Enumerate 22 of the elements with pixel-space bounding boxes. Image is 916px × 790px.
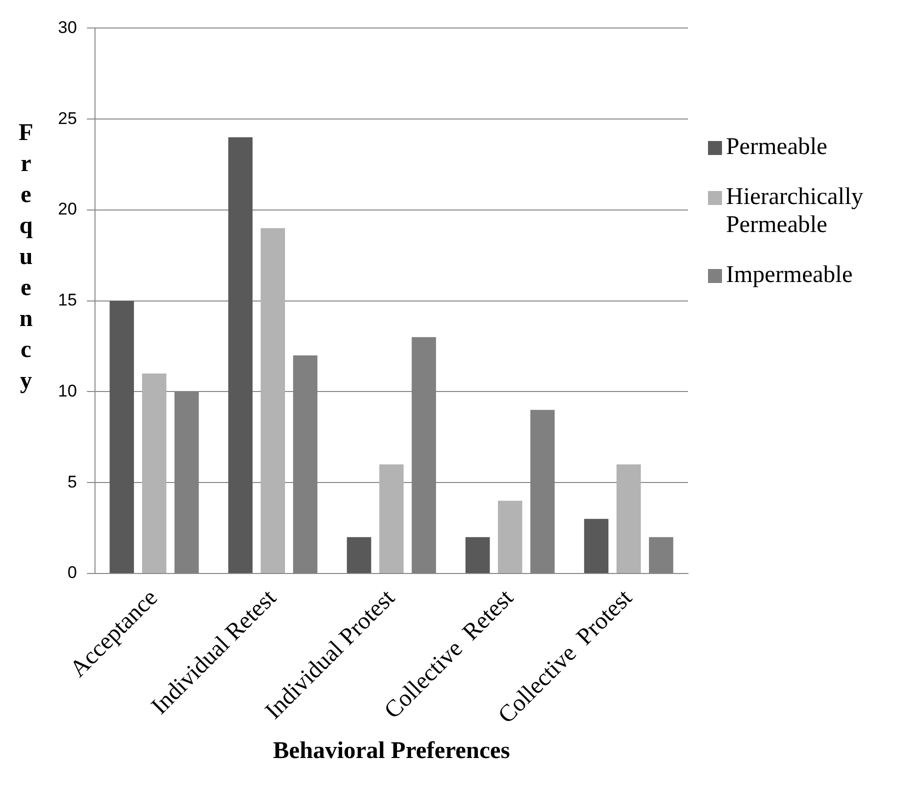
- bar: [110, 300, 134, 573]
- legend-label: Permeable: [726, 133, 828, 161]
- y-tick-label: 10: [58, 381, 77, 400]
- bar: [584, 518, 608, 573]
- y-tick-label: 15: [58, 290, 77, 310]
- bar: [616, 464, 641, 573]
- legend-label: Hierarchically Permeable: [726, 183, 864, 239]
- bar: [465, 537, 490, 573]
- bar: [142, 374, 166, 573]
- y-tick-label: 25: [58, 108, 77, 128]
- y-tick-label: 30: [58, 18, 77, 37]
- bar: [498, 500, 522, 573]
- y-tick-label: 5: [67, 472, 77, 492]
- x-axis-title: Behavioral Preferences: [272, 738, 510, 764]
- legend-label: Impermeable: [726, 261, 853, 289]
- y-tick-label: 20: [58, 200, 77, 219]
- bar: [228, 137, 253, 573]
- y-tick-label: 0: [67, 563, 77, 582]
- text: Frequency: [18, 120, 34, 394]
- bar: [379, 464, 404, 573]
- bar: [346, 537, 372, 573]
- bar: [260, 228, 285, 573]
